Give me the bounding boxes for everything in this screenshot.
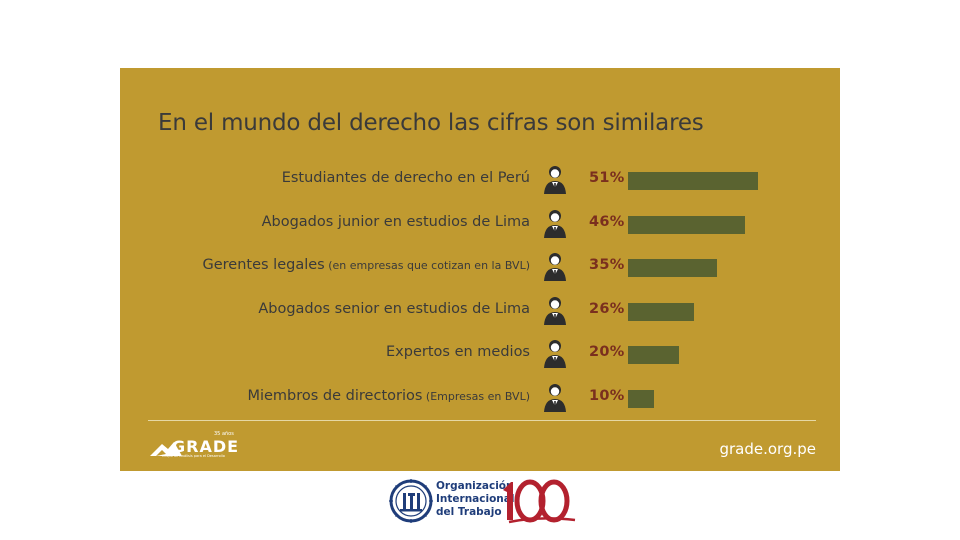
value-label: 10% — [589, 387, 625, 404]
category-label: Gerentes legales (en empresas que cotiza… — [202, 257, 530, 273]
category-label: Expertos en medios — [386, 344, 530, 360]
bar — [628, 215, 746, 234]
person-icon — [542, 208, 568, 238]
chart-row: Abogados junior en estudios de Lima 46% — [120, 208, 840, 238]
oit-line-1: Organización — [436, 480, 514, 492]
category-label: Miembros de directorios (Empresas en BVL… — [247, 388, 530, 404]
bar — [628, 389, 654, 408]
bar — [628, 172, 759, 190]
chart-panel: En el mundo del derecho las cifras son s… — [120, 68, 840, 471]
person-icon — [542, 295, 568, 325]
oit-name: Organización Internacional del Trabajo — [436, 480, 514, 519]
category-label-text: Miembros de directorios — [247, 387, 423, 404]
person-icon — [542, 164, 568, 194]
value-label: 46% — [589, 213, 625, 230]
website-link[interactable]: grade.org.pe — [719, 440, 816, 458]
grade-tagline: Grupo de Análisis para el Desarrollo — [162, 454, 225, 458]
category-note: (Empresas en BVL) — [422, 389, 530, 403]
bar — [628, 302, 695, 321]
value-label: 51% — [589, 170, 625, 186]
category-label-text: Gerentes legales — [202, 257, 325, 273]
bar — [628, 346, 679, 364]
value-label: 20% — [589, 344, 625, 360]
category-label: Abogados senior en estudios de Lima — [258, 301, 530, 317]
grade-logo-icon — [150, 442, 182, 456]
chart-row: Abogados senior en estudios de Lima 26% — [120, 295, 840, 325]
chart-row: Expertos en medios 20% — [120, 338, 840, 368]
oit-line-3: del Trabajo — [436, 506, 502, 518]
grade-name: GRADE — [172, 437, 240, 456]
value-label: 26% — [589, 300, 625, 317]
oit-line-2: Internacional — [436, 493, 515, 505]
grade-years: 35 años — [214, 431, 234, 437]
category-label-text: Abogados junior en estudios de Lima — [261, 213, 530, 230]
bar — [628, 259, 718, 277]
footer-divider — [148, 420, 816, 421]
category-label: Estudiantes de derecho en el Perú — [282, 170, 530, 186]
person-icon — [542, 382, 568, 412]
category-label: Abogados junior en estudios de Lima — [262, 214, 530, 230]
chart-title: En el mundo del derecho las cifras son s… — [158, 110, 704, 136]
person-icon — [542, 338, 568, 368]
oit-logo-icon — [389, 479, 433, 523]
category-note: (en empresas que cotizan en la BVL) — [324, 259, 530, 272]
person-icon — [542, 251, 568, 281]
chart-row: Miembros de directorios (Empresas en BVL… — [120, 382, 840, 412]
value-label: 35% — [589, 257, 625, 273]
chart-row: Gerentes legales (en empresas que cotiza… — [120, 251, 840, 281]
centenary-logo-icon — [503, 479, 576, 524]
chart-row: Estudiantes de derecho en el Perú 51% — [120, 164, 840, 194]
category-label-text: Abogados senior en estudios de Lima — [258, 300, 530, 317]
category-label-text: Estudiantes de derecho en el Perú — [281, 170, 530, 186]
category-label-text: Expertos en medios — [386, 344, 530, 360]
